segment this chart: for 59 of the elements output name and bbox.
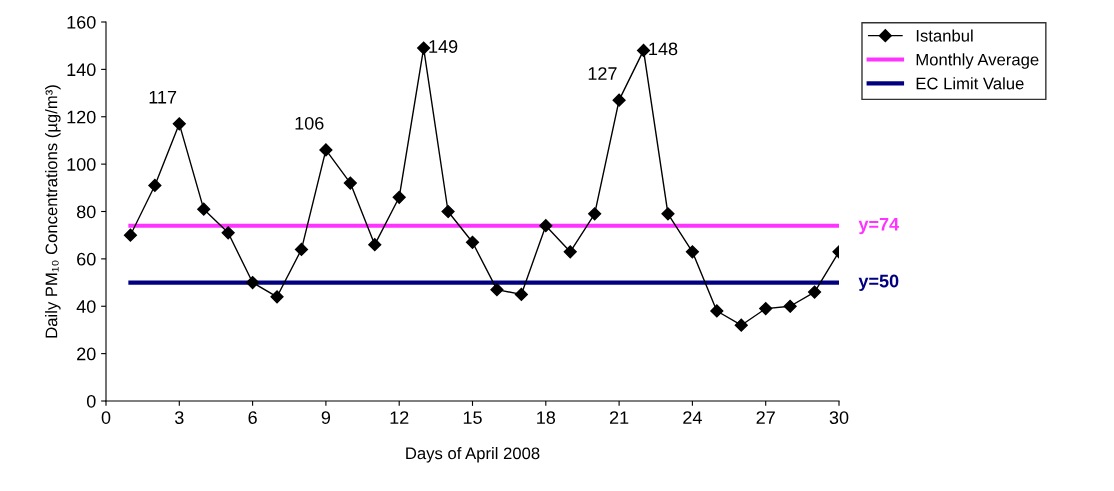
x-tick-label: 9 xyxy=(321,411,331,424)
point xyxy=(807,285,822,299)
point xyxy=(710,304,724,318)
point xyxy=(368,238,382,252)
point xyxy=(221,226,235,240)
point xyxy=(465,235,480,249)
point xyxy=(123,228,138,242)
y-tick-label: 80 xyxy=(76,205,96,219)
legend-label: EC Limit Value xyxy=(916,77,1024,90)
y-tick-label: 60 xyxy=(77,252,96,266)
point xyxy=(246,275,260,290)
point xyxy=(490,283,504,297)
x-tick-label: 0 xyxy=(101,411,111,424)
point xyxy=(661,207,675,221)
point xyxy=(148,178,162,193)
point xyxy=(783,299,797,313)
data-label: 117 xyxy=(149,91,177,104)
x-tick-label: 3 xyxy=(174,411,184,424)
y-tick-label: 120 xyxy=(67,110,96,124)
x-tick-label: 24 xyxy=(683,411,702,424)
y-axis-title: Daily PM₁₀ Concentrations (µg/m³) xyxy=(45,85,61,338)
point xyxy=(685,245,699,259)
point xyxy=(294,242,309,256)
point xyxy=(172,117,186,131)
point xyxy=(734,318,748,332)
x-tick-label: 30 xyxy=(829,411,849,424)
y-tick-label: 0 xyxy=(86,394,96,408)
x-tick-label: 18 xyxy=(537,411,556,424)
x-tick-label: 21 xyxy=(609,411,629,424)
x-axis-title: Days of April 2008 xyxy=(406,447,540,463)
point xyxy=(563,245,577,259)
point xyxy=(319,143,333,157)
x-tick-label: 27 xyxy=(756,411,775,424)
x-tick-label: 12 xyxy=(390,411,409,424)
legend-label: Istanbul xyxy=(916,29,973,42)
y-tick-label: 40 xyxy=(76,300,96,313)
y-tick-label: 20 xyxy=(77,347,96,361)
y-tick-label: 100 xyxy=(67,158,96,171)
x-tick-label: 15 xyxy=(463,411,482,424)
y-tick-label: 140 xyxy=(67,63,96,77)
x-tick-label: 6 xyxy=(248,411,257,424)
annotation: y=50 xyxy=(858,274,899,291)
point xyxy=(514,287,528,301)
point xyxy=(270,290,284,304)
legend-label: Monthly Average xyxy=(916,53,1039,69)
data-label: 148 xyxy=(649,42,678,56)
point xyxy=(588,207,602,221)
y-tick-label: 160 xyxy=(67,15,96,29)
point xyxy=(392,190,406,204)
data-label: 149 xyxy=(429,40,458,53)
data-label: 106 xyxy=(295,116,324,130)
annotation: y=74 xyxy=(858,217,900,235)
point xyxy=(441,204,455,219)
point xyxy=(612,93,626,107)
point xyxy=(759,302,773,316)
point xyxy=(197,202,211,216)
point xyxy=(343,176,357,190)
point xyxy=(539,219,553,233)
data-label: 127 xyxy=(588,67,617,80)
